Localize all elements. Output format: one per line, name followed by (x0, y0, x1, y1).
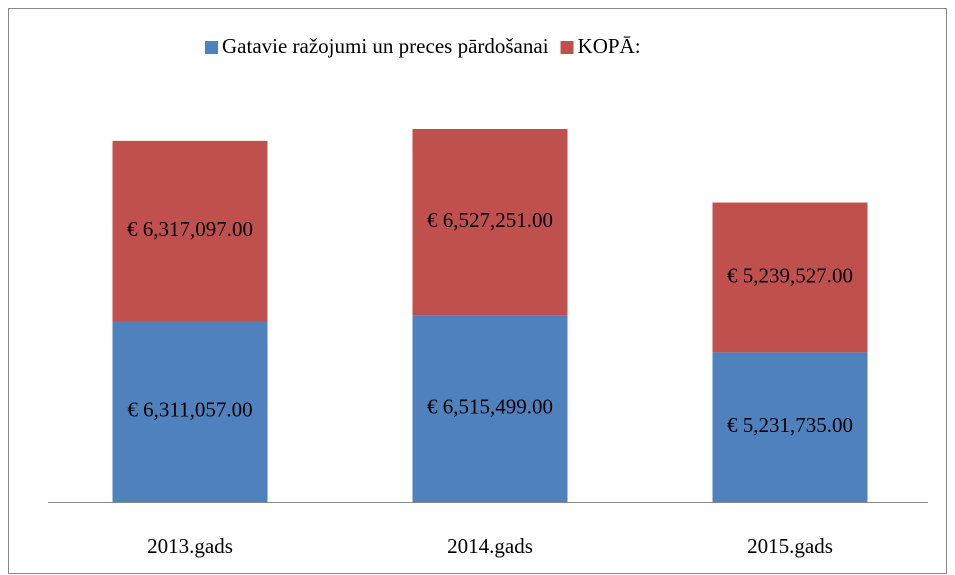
bar-segment (712, 202, 868, 353)
bar-segment (412, 315, 568, 502)
legend-label: KOPĀ: (578, 34, 641, 58)
bar-segment (112, 321, 268, 502)
data-label: € 6,311,057.00 (127, 398, 252, 422)
data-label: € 5,231,735.00 (727, 413, 853, 437)
bar-segment (712, 352, 868, 502)
legend-swatch (560, 41, 574, 54)
x-tick-label: 2013.gads (147, 534, 233, 558)
bar-segment (412, 129, 568, 316)
legend-swatch (205, 41, 218, 54)
legend-label: Gatavie ražojumi un preces pārdošanai (222, 34, 549, 58)
data-label: € 6,515,499.00 (427, 395, 553, 419)
data-label: € 5,239,527.00 (727, 263, 853, 287)
x-tick-label: 2014.gads (447, 534, 533, 558)
x-tick-label: 2015.gads (747, 534, 833, 558)
data-label: € 6,527,251.00 (427, 208, 553, 232)
data-label: € 6,317,097.00 (127, 217, 253, 241)
bar-segment (112, 140, 268, 322)
